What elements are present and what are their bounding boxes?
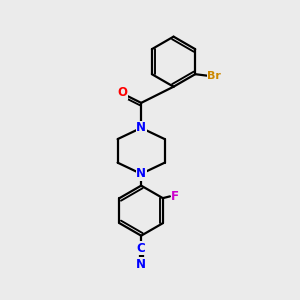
Text: O: O — [117, 86, 127, 99]
Text: N: N — [136, 122, 146, 134]
Text: N: N — [136, 258, 146, 271]
Text: N: N — [136, 167, 146, 180]
Text: Br: Br — [207, 71, 221, 81]
Text: C: C — [137, 242, 146, 254]
Text: F: F — [171, 190, 179, 203]
